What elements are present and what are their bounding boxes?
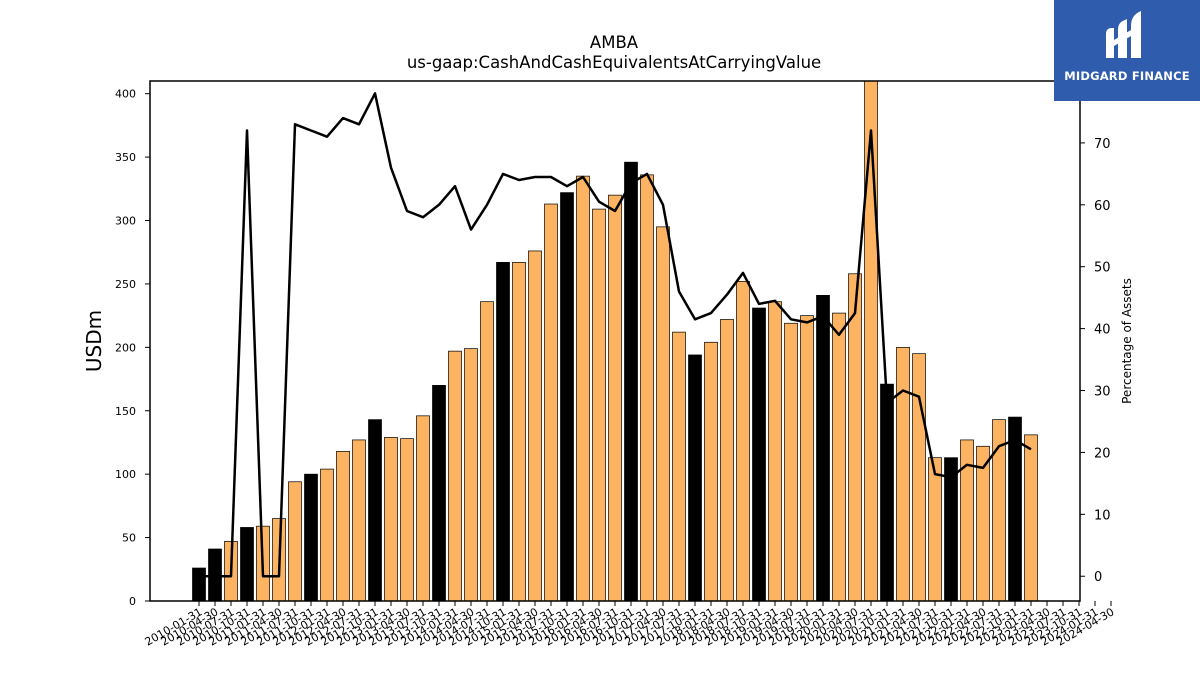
bar — [880, 383, 894, 602]
bar — [240, 527, 254, 602]
bar — [1008, 416, 1022, 602]
bar — [784, 322, 798, 602]
bar — [688, 354, 702, 602]
y-tick-label: 0 — [129, 595, 136, 608]
left-y-axis: 0 50 100 150 200 250 300 350 400 — [115, 88, 150, 608]
bar — [976, 445, 990, 602]
right-y-axis: 0 10 20 30 40 50 60 70 — [1080, 137, 1111, 585]
y-tick-label: 300 — [115, 215, 136, 228]
bar — [544, 203, 558, 602]
y2-tick-label: 20 — [1094, 446, 1111, 461]
y2-tick-label: 30 — [1094, 385, 1111, 400]
bar — [624, 161, 638, 602]
bar — [480, 301, 494, 602]
y-tick-label: 400 — [115, 88, 136, 101]
bar — [752, 307, 766, 602]
bar — [736, 281, 750, 602]
midgard-logo-icon — [1106, 11, 1141, 58]
y2-tick-label: 40 — [1094, 323, 1111, 338]
bar — [592, 208, 606, 602]
bar — [912, 353, 926, 602]
bar — [512, 262, 526, 602]
y-tick-label: 50 — [122, 532, 136, 545]
y-tick-label: 200 — [115, 341, 136, 354]
y-tick-label: 250 — [115, 278, 136, 291]
bar — [848, 273, 862, 602]
bar — [608, 194, 622, 602]
bar — [672, 331, 686, 602]
bar — [528, 250, 542, 602]
y-tick-label: 350 — [115, 151, 136, 164]
percentage-line-series — [199, 92, 1032, 578]
bar — [400, 438, 414, 602]
x-axis: 2010-01-312010-04-302010-07-312010-10-31… — [143, 601, 1117, 649]
y-axis-label: USDm — [82, 310, 106, 372]
y2-axis-label: Percentage of Assets — [1120, 278, 1134, 404]
bar — [944, 457, 958, 602]
midgard-finance-logo: MIDGARD FINANCE — [1054, 0, 1200, 101]
y2-tick-label: 50 — [1094, 261, 1111, 276]
bar — [928, 457, 942, 602]
bar — [368, 419, 382, 602]
bar — [464, 348, 478, 602]
y2-tick-label: 0 — [1094, 570, 1102, 585]
y2-tick-label: 10 — [1094, 508, 1111, 523]
y2-tick-label: 60 — [1094, 199, 1111, 214]
chart-subtitle: us-gaap:CashAndCashEquivalentsAtCarrying… — [407, 53, 821, 72]
bar — [320, 468, 334, 602]
bar — [304, 473, 318, 602]
logo-text: MIDGARD FINANCE — [1064, 69, 1190, 83]
bar — [352, 439, 366, 602]
bar — [496, 262, 510, 602]
y-tick-label: 100 — [115, 468, 136, 481]
bar — [864, 80, 878, 602]
bar — [432, 385, 446, 602]
bar — [576, 175, 590, 602]
bar — [800, 315, 814, 602]
bar — [768, 301, 782, 602]
bar — [816, 294, 830, 602]
chart-title: AMBA — [590, 33, 639, 52]
bar — [336, 450, 350, 602]
bar-series — [192, 80, 1038, 602]
bar — [656, 226, 670, 602]
bar — [448, 350, 462, 602]
bar — [640, 174, 654, 602]
bar — [560, 192, 574, 602]
bar — [192, 567, 206, 602]
bar — [896, 346, 910, 602]
y2-tick-label: 70 — [1094, 137, 1111, 152]
bar — [416, 415, 430, 602]
bar — [384, 437, 398, 602]
y-tick-label: 150 — [115, 405, 136, 418]
percentage-line — [199, 92, 1032, 578]
bar — [832, 312, 846, 602]
bar — [288, 481, 302, 602]
bar — [720, 319, 734, 602]
bar — [704, 341, 718, 602]
bar — [1024, 434, 1038, 602]
